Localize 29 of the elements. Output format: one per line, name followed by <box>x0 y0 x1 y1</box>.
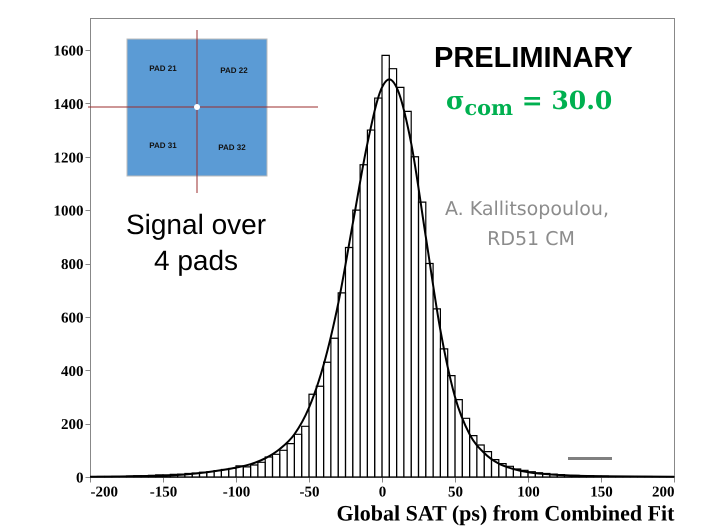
y-tick-label: 800 <box>61 257 84 274</box>
annotation: PAD 31 <box>149 141 177 150</box>
annotation: σ$_{com}$ = 30.0 <box>446 86 612 120</box>
annotation: RD51 CM <box>487 228 575 250</box>
annotation: 4 pads <box>154 245 238 277</box>
x-tick-label: 100 <box>517 484 540 500</box>
y-tick-label: 600 <box>61 310 84 326</box>
x-tick-label: -150 <box>150 484 178 500</box>
x-tick-label: -50 <box>300 484 320 500</box>
y-tick-label: 0 <box>76 470 84 486</box>
y-tick-label: 1000 <box>54 204 84 220</box>
x-axis-title: Global SAT (ps) from Combined Fit <box>336 500 676 526</box>
annotation: PAD 22 <box>220 66 248 75</box>
x-tick-label: 200 <box>652 484 674 500</box>
x-tick-label: 50 <box>448 484 463 500</box>
annotation: PRELIMINARY <box>434 42 633 75</box>
y-tick-label: 1200 <box>54 150 84 166</box>
annotation: Signal over <box>126 209 266 241</box>
annotation: PAD 32 <box>218 143 246 152</box>
x-tick-label: -200 <box>90 484 118 500</box>
annotation: PAD 21 <box>149 64 177 73</box>
y-tick-label: 200 <box>61 417 84 434</box>
x-tick-label: 150 <box>590 484 613 500</box>
x-tick-label: 0 <box>378 484 386 500</box>
y-tick-label: 400 <box>61 364 84 380</box>
y-tick-label: 1600 <box>54 44 84 60</box>
annotation: A. Kallitsopoulou, <box>444 198 610 220</box>
x-tick-label: -100 <box>222 484 250 500</box>
y-tick-label: 1400 <box>54 96 84 113</box>
